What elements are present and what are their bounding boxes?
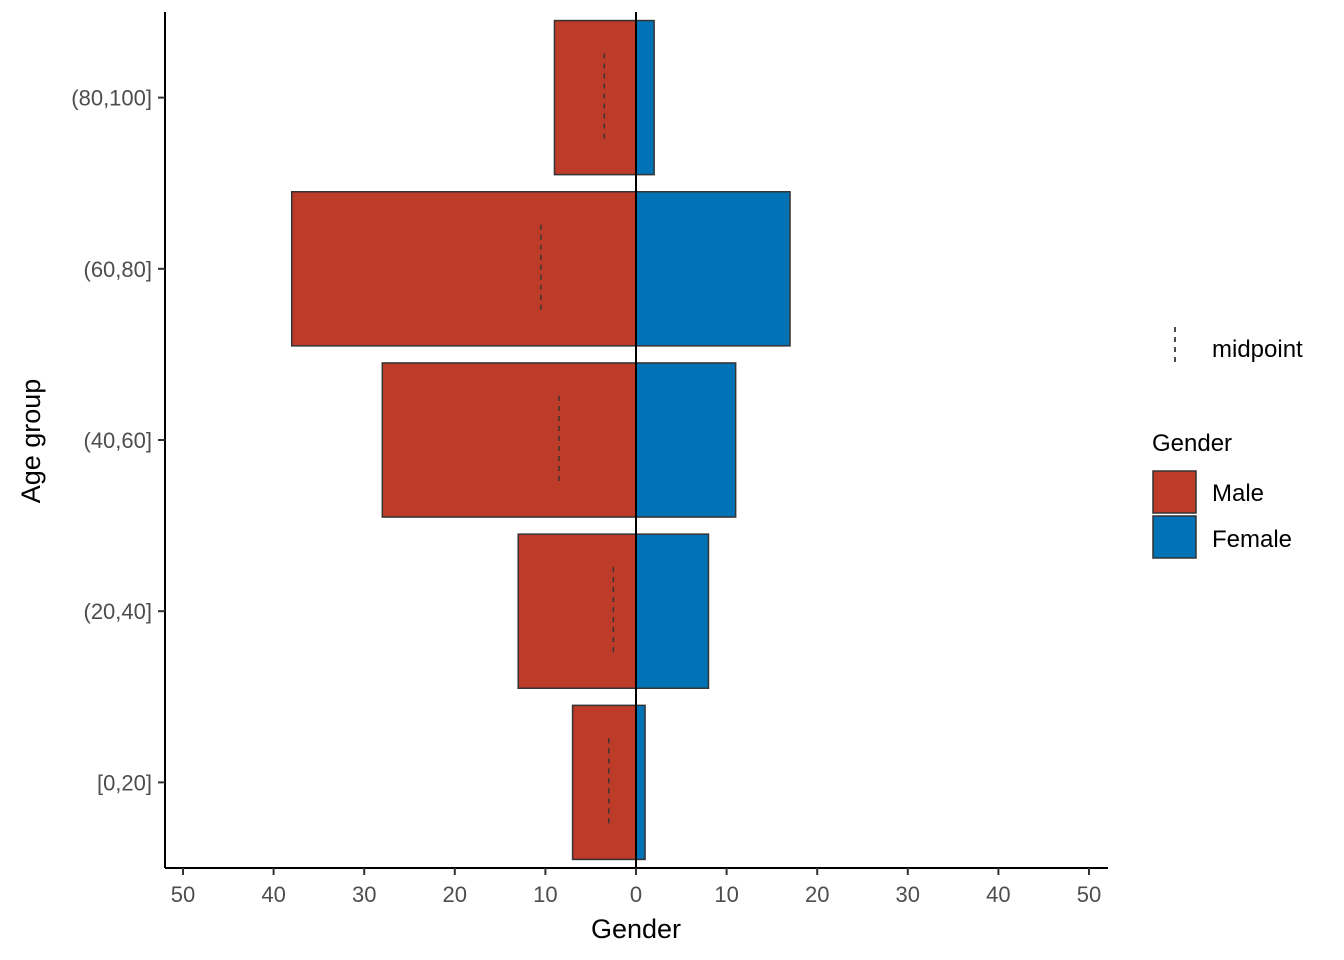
bar-female-3 bbox=[635, 191, 791, 347]
x-ticks: 50 40 30 20 10 0 10 20 30 40 50 bbox=[171, 868, 1101, 907]
bar-female-0 bbox=[635, 704, 646, 861]
bar-male-2 bbox=[381, 362, 637, 518]
y-tick-label-0: [0,20] bbox=[97, 770, 152, 795]
x-tick-label-6: 10 bbox=[714, 882, 738, 907]
y-tick-label-3: (60,80] bbox=[84, 257, 153, 282]
x-tick-label-5: 0 bbox=[630, 882, 642, 907]
legend-fill-title: Gender bbox=[1152, 430, 1232, 457]
bar-male-0 bbox=[571, 704, 637, 861]
legend-male-label: Male bbox=[1212, 480, 1264, 507]
legend-male-key bbox=[1152, 470, 1197, 514]
x-tick-label-7: 20 bbox=[805, 882, 829, 907]
y-axis-title: Age group bbox=[16, 379, 46, 504]
y-tick-label-2: (40,60] bbox=[84, 428, 153, 453]
bar-male-4 bbox=[553, 19, 637, 176]
x-tick-label-3: 20 bbox=[443, 882, 467, 907]
bar-female-2 bbox=[635, 362, 737, 518]
x-tick-label-0: 50 bbox=[171, 882, 195, 907]
x-tick-label-1: 40 bbox=[261, 882, 285, 907]
midpoint-layer bbox=[540, 53, 615, 827]
legend-midpoint-label: midpoint bbox=[1212, 336, 1303, 363]
bar-female-4 bbox=[635, 19, 655, 176]
bar-male-1 bbox=[517, 533, 637, 689]
x-tick-label-2: 30 bbox=[352, 882, 376, 907]
y-tick-label-4: (80,100] bbox=[71, 86, 152, 111]
legend-female-label: Female bbox=[1212, 526, 1292, 553]
y-tick-label-1: (20,40] bbox=[84, 599, 153, 624]
bars-layer bbox=[290, 19, 791, 861]
bar-male-3 bbox=[290, 191, 637, 347]
legend: midpoint Gender Male Female bbox=[1152, 327, 1303, 559]
x-tick-label-4: 10 bbox=[533, 882, 557, 907]
x-tick-label-8: 30 bbox=[896, 882, 920, 907]
y-ticks: [0,20] (20,40] (40,60] (60,80] (80,100] bbox=[71, 86, 165, 795]
x-tick-label-9: 40 bbox=[986, 882, 1010, 907]
bar-female-1 bbox=[635, 533, 710, 689]
x-axis-title: Gender bbox=[591, 914, 681, 944]
x-tick-label-10: 50 bbox=[1077, 882, 1101, 907]
legend-female-key bbox=[1152, 515, 1197, 559]
